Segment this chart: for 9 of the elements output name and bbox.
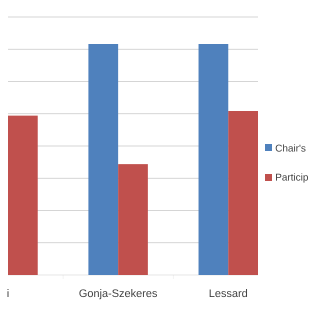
x-tick-label: Gonja-Szekeres [79, 289, 158, 300]
legend-label: Chair's [276, 144, 306, 152]
legend-label: Particip [276, 173, 308, 183]
x-tick-label: Lessard [210, 289, 248, 298]
bar [228, 111, 258, 275]
bar [8, 116, 38, 275]
bar [198, 44, 228, 275]
bar [118, 164, 148, 275]
bar [88, 44, 118, 275]
